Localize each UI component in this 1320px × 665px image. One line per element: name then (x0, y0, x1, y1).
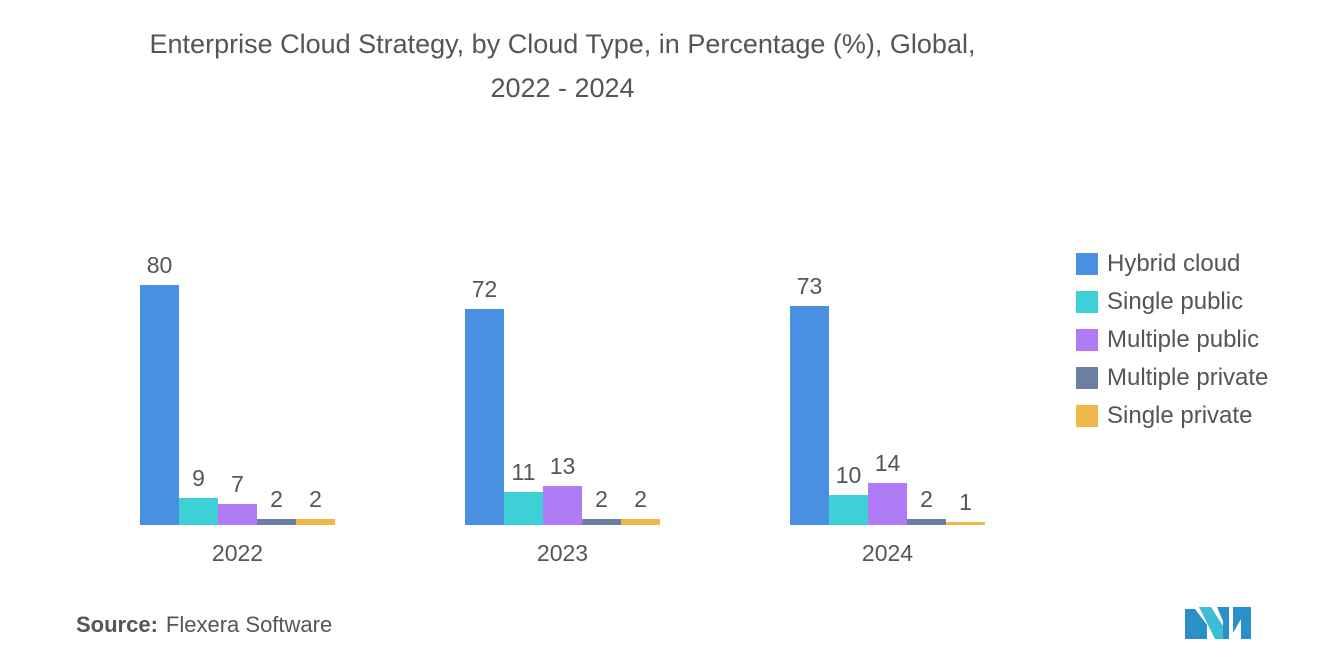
legend-swatch (1076, 367, 1098, 389)
legend-item-multiple-public: Multiple public (1076, 321, 1268, 359)
data-label-single-private-2022: 2 (309, 486, 322, 512)
x-tick-label-2022: 2022 (212, 540, 263, 566)
chart-title-line-2: 2022 - 2024 (490, 73, 635, 103)
source-label: Source: (76, 612, 158, 637)
data-label-hybrid-cloud-2023: 72 (472, 276, 498, 302)
bar-multiple-public-2023 (543, 486, 582, 525)
data-label-single-private-2023: 2 (634, 486, 647, 512)
legend-swatch (1076, 253, 1098, 275)
data-label-hybrid-cloud-2022: 80 (147, 252, 173, 278)
data-label-single-public-2022: 9 (192, 465, 205, 491)
legend-label: Single private (1107, 402, 1253, 429)
data-label-hybrid-cloud-2024: 73 (797, 273, 823, 299)
data-label-multiple-public-2022: 7 (231, 471, 244, 497)
data-label-multiple-private-2024: 2 (920, 486, 933, 512)
chart-legend: Hybrid cloud Single public Multiple public… (1076, 245, 1268, 435)
bar-single-public-2022 (179, 498, 218, 525)
data-label-single-private-2024: 1 (959, 489, 972, 515)
bar-single-private-2024 (946, 522, 985, 525)
x-tick-label-2024: 2024 (862, 540, 913, 566)
bar-single-private-2023 (621, 519, 660, 525)
data-label-multiple-public-2024: 14 (875, 450, 901, 476)
bar-multiple-private-2022 (257, 519, 296, 525)
mordor-intelligence-logo-icon (1185, 607, 1251, 639)
legend-label: Multiple private (1107, 364, 1269, 391)
legend-swatch (1076, 405, 1098, 427)
bar-single-public-2024 (829, 495, 868, 525)
chart-title: Enterprise Cloud Strategy, by Cloud Type… (0, 22, 1125, 110)
data-label-multiple-private-2022: 2 (270, 486, 283, 512)
legend-label: Multiple public (1107, 326, 1260, 353)
legend-item-hybrid-cloud: Hybrid cloud (1076, 245, 1268, 283)
legend-label: Hybrid cloud (1107, 250, 1241, 277)
legend-label: Single public (1107, 288, 1244, 315)
legend-item-single-private: Single private (1076, 397, 1268, 435)
data-label-single-public-2023: 11 (512, 459, 536, 485)
bar-multiple-private-2024 (907, 519, 946, 525)
bar-hybrid-cloud-2024 (790, 306, 829, 525)
data-label-multiple-private-2023: 2 (595, 486, 608, 512)
source-text: Flexera Software (165, 612, 333, 637)
bar-multiple-private-2023 (582, 519, 621, 525)
bar-single-public-2023 (504, 492, 543, 525)
source-note: Source: Flexera Software (76, 612, 332, 638)
legend-item-multiple-private: Multiple private (1076, 359, 1268, 397)
data-label-single-public-2024: 10 (836, 462, 862, 488)
x-tick-label-2023: 2023 (537, 540, 588, 566)
legend-item-single-public: Single public (1076, 283, 1268, 321)
bar-hybrid-cloud-2023 (465, 309, 504, 525)
legend-swatch (1076, 329, 1098, 351)
data-label-multiple-public-2023: 13 (550, 453, 576, 479)
chart-title-line-1: Enterprise Cloud Strategy, by Cloud Type… (149, 29, 976, 59)
bar-multiple-public-2022 (218, 504, 257, 525)
bar-hybrid-cloud-2022 (140, 285, 179, 525)
legend-swatch (1076, 291, 1098, 313)
bar-single-private-2022 (296, 519, 335, 525)
bar-multiple-public-2024 (868, 483, 907, 525)
